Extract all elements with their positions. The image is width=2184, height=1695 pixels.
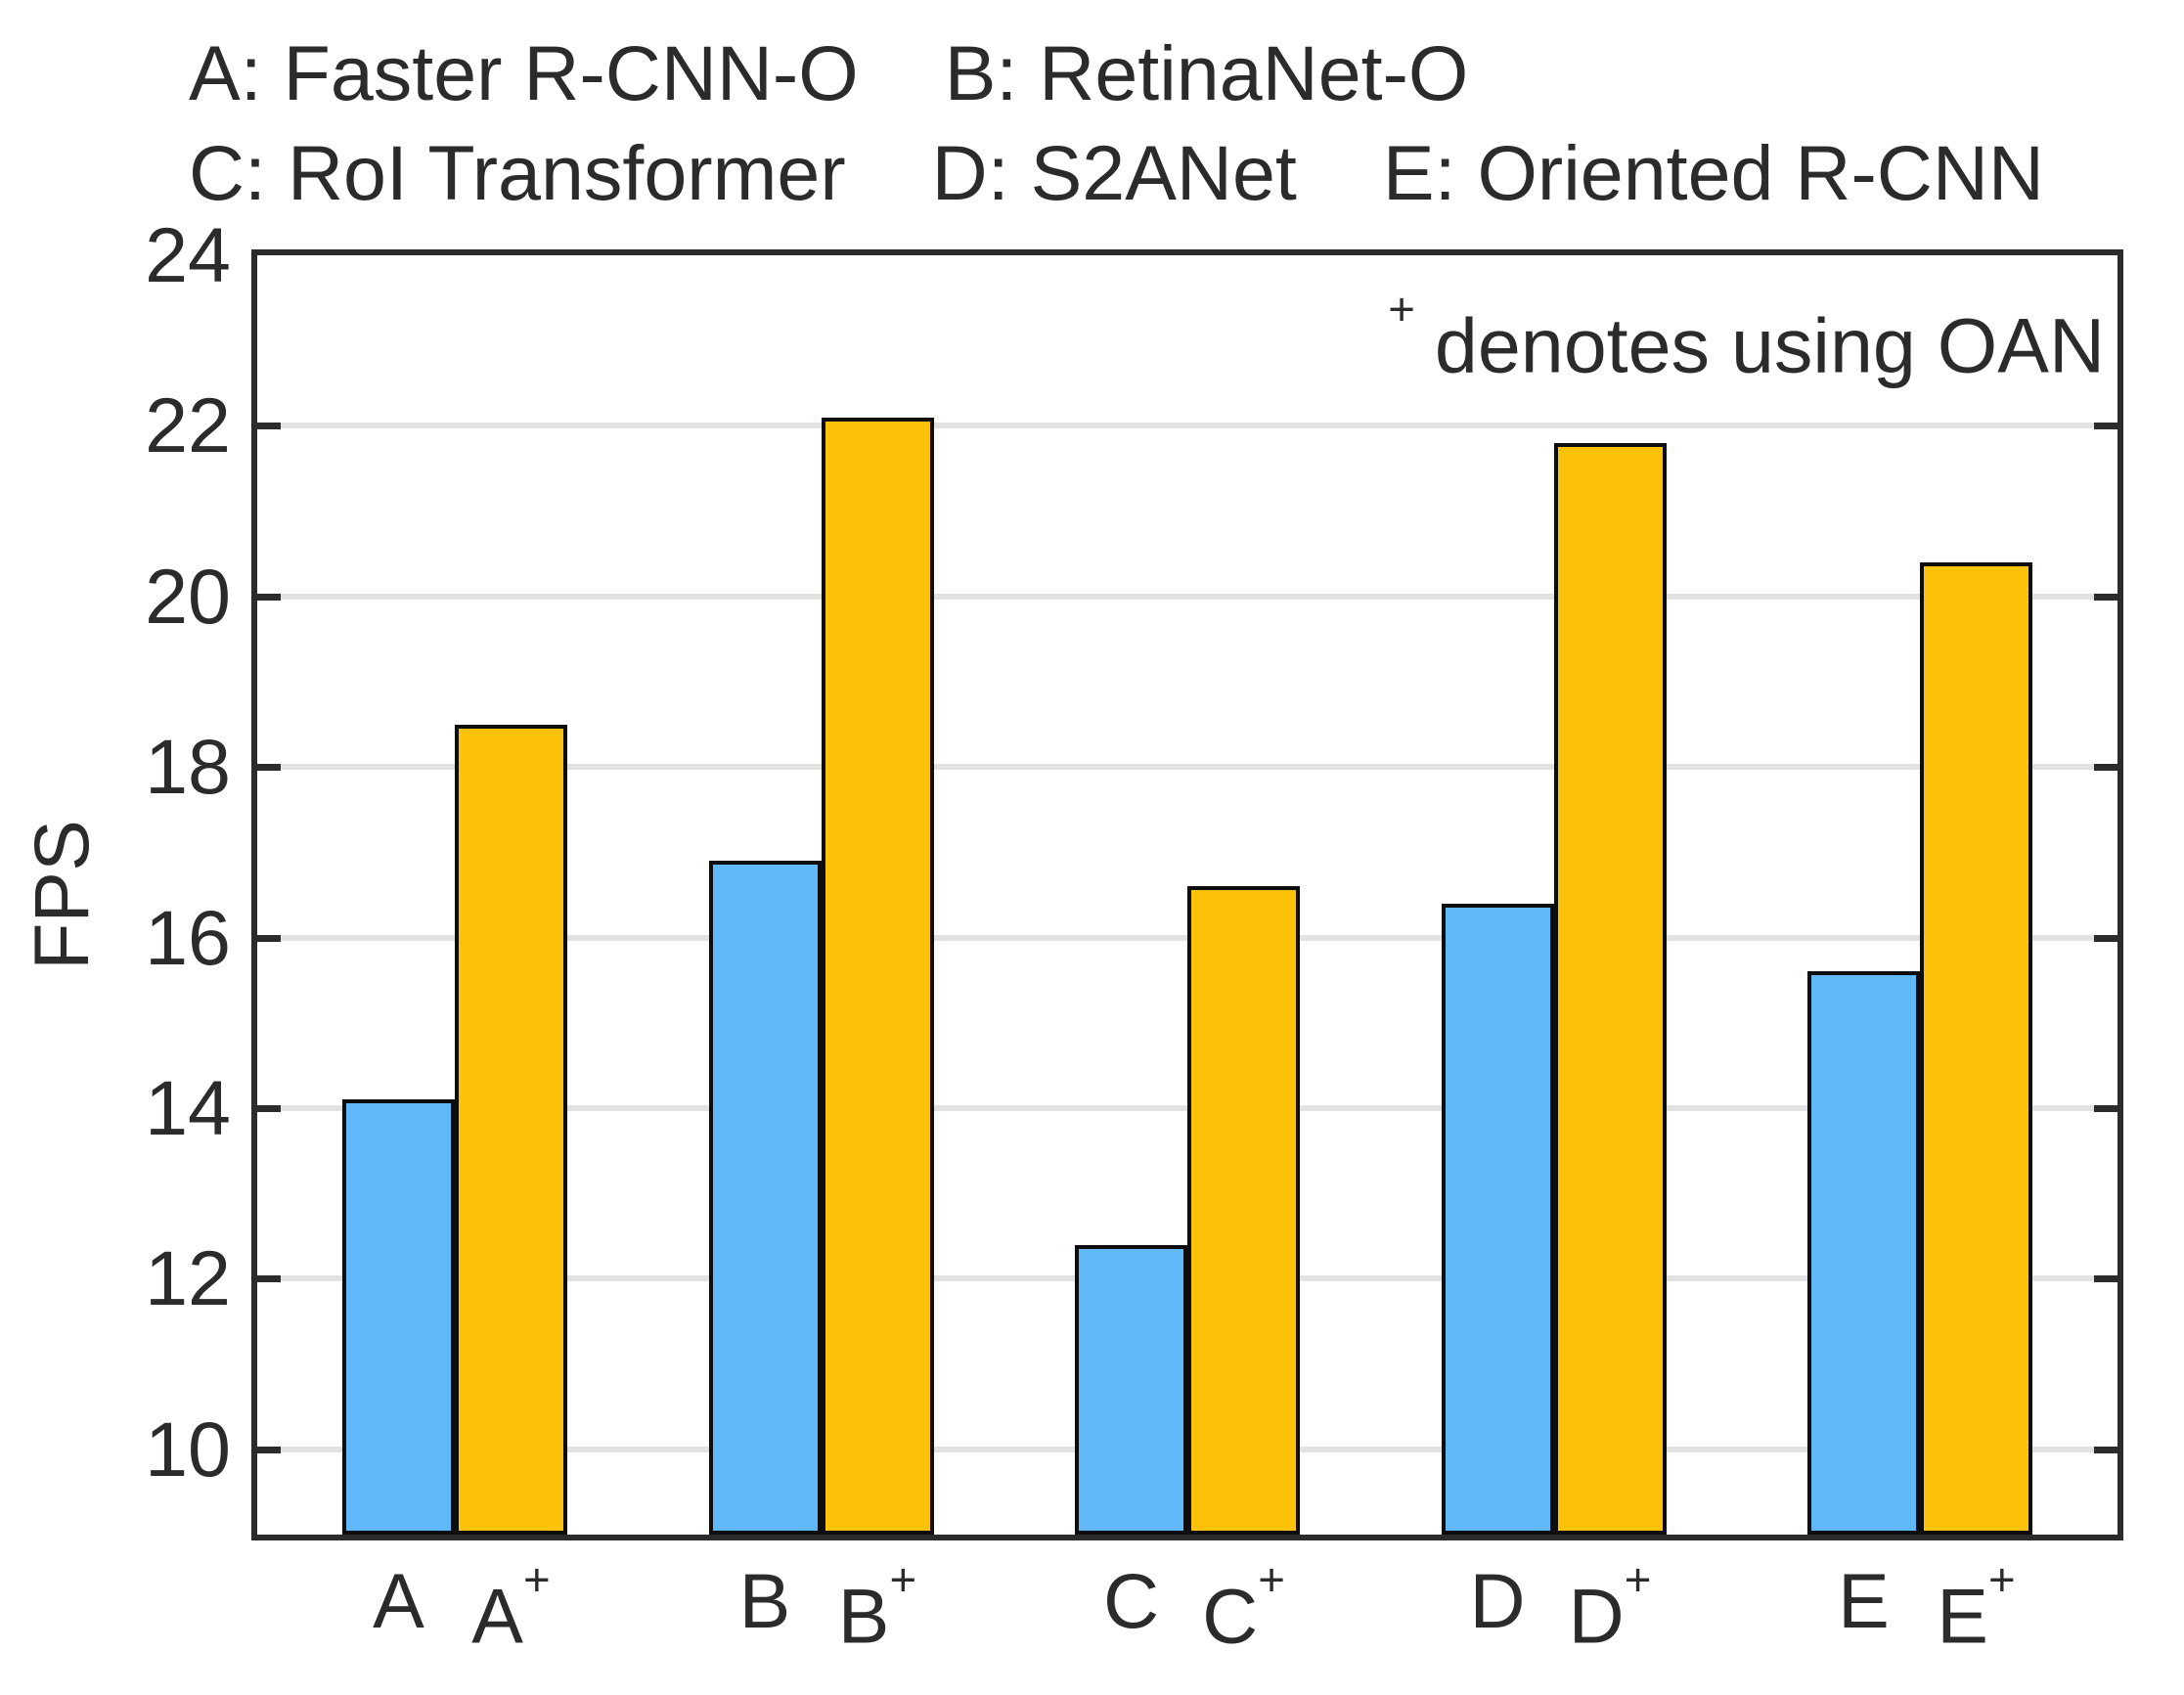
plus-superscript: +: [1388, 283, 1415, 335]
bar-C: [1075, 1245, 1187, 1535]
gridline-18: [257, 764, 2117, 771]
x-tick-label-base: E: [1937, 1572, 1989, 1660]
legend-entry: B: RetinaNet-O: [944, 29, 1469, 116]
bar-A+: [455, 725, 567, 1535]
legend-entry: E: Oriented R-CNN: [1382, 129, 2044, 216]
y-tick-label-22: 22: [145, 381, 231, 469]
x-tick-label-plus: +: [1624, 1553, 1652, 1606]
legend-entry: D: S2ANet: [931, 129, 1297, 216]
y-tick-label-24: 24: [145, 211, 231, 298]
gridline-22: [257, 423, 2117, 429]
y-tick-label-18: 18: [145, 723, 231, 811]
x-tick-label-base: C: [1102, 1557, 1160, 1644]
x-tick-label-plus: +: [889, 1553, 917, 1606]
legend-line-1: A: Faster R-CNN-O B: RetinaNet-O: [189, 23, 2044, 123]
x-tick-label-base: D: [1469, 1557, 1526, 1644]
y-tick-label-20: 20: [145, 552, 231, 640]
x-tick-label-A: A: [373, 1562, 424, 1640]
x-tick-label-E+: E+: [1937, 1554, 2015, 1655]
legend-entry: A: Faster R-CNN-O: [189, 29, 859, 116]
y-tick-mark-left-22: [257, 423, 281, 430]
x-tick-label-base: E: [1838, 1557, 1890, 1644]
y-tick-mark-right-20: [2094, 593, 2117, 601]
bar-E: [1807, 971, 1920, 1535]
x-tick-label-plus: +: [523, 1553, 551, 1606]
y-tick-label-14: 14: [145, 1064, 231, 1151]
y-tick-mark-right-18: [2094, 764, 2117, 772]
bar-A: [342, 1099, 455, 1535]
y-tick-mark-left-10: [257, 1446, 281, 1453]
y-tick-label-10: 10: [145, 1405, 231, 1493]
x-tick-label-base: C: [1202, 1572, 1259, 1660]
x-tick-label-plus: +: [1258, 1553, 1285, 1606]
oan-annotation: + denotes using OAN: [1388, 284, 2105, 389]
bar-E+: [1920, 562, 2032, 1535]
x-tick-label-B: B: [739, 1562, 791, 1640]
legend-entry: C: RoI Transformer: [189, 129, 846, 216]
x-tick-label-plus: +: [1988, 1553, 2016, 1606]
x-tick-label-D: D: [1469, 1562, 1525, 1640]
y-tick-mark-right-14: [2094, 1105, 2117, 1112]
y-tick-mark-left-20: [257, 593, 281, 601]
x-tick-label-E: E: [1838, 1562, 1890, 1640]
x-tick-label-base: D: [1568, 1572, 1625, 1660]
x-tick-label-base: A: [471, 1572, 524, 1660]
bar-C+: [1187, 886, 1300, 1535]
x-tick-label-C+: C+: [1202, 1554, 1285, 1655]
y-tick-mark-right-16: [2094, 934, 2117, 942]
y-tick-label-16: 16: [145, 893, 231, 981]
legend-line-2: C: RoI Transformer D: S2ANet E: Oriented R…: [189, 123, 2044, 223]
legend: A: Faster R-CNN-O B: RetinaNet-O C: RoI T…: [189, 23, 2044, 223]
x-tick-label-base: B: [837, 1572, 890, 1660]
x-tick-label-B+: B+: [838, 1554, 916, 1655]
y-tick-mark-left-12: [257, 1275, 281, 1283]
y-tick-mark-right-10: [2094, 1446, 2117, 1453]
bar-D: [1441, 904, 1554, 1535]
y-tick-label-12: 12: [145, 1234, 231, 1322]
bar-D+: [1553, 443, 1667, 1535]
x-tick-label-base: A: [373, 1557, 424, 1644]
bar-B+: [821, 418, 934, 1535]
y-tick-mark-left-14: [257, 1105, 281, 1112]
y-tick-mark-left-16: [257, 934, 281, 942]
gridline-20: [257, 593, 2117, 600]
x-tick-label-base: B: [738, 1557, 791, 1644]
plot-area: [251, 249, 2123, 1540]
x-tick-label-C: C: [1103, 1562, 1159, 1640]
y-tick-mark-right-12: [2094, 1275, 2117, 1283]
x-tick-label-D+: D+: [1569, 1554, 1652, 1655]
oan-annotation-text: denotes using OAN: [1434, 301, 2105, 389]
y-tick-mark-right-22: [2094, 423, 2117, 430]
x-tick-label-A+: A+: [471, 1554, 550, 1655]
bar-B: [708, 861, 822, 1535]
y-tick-mark-left-18: [257, 764, 281, 772]
